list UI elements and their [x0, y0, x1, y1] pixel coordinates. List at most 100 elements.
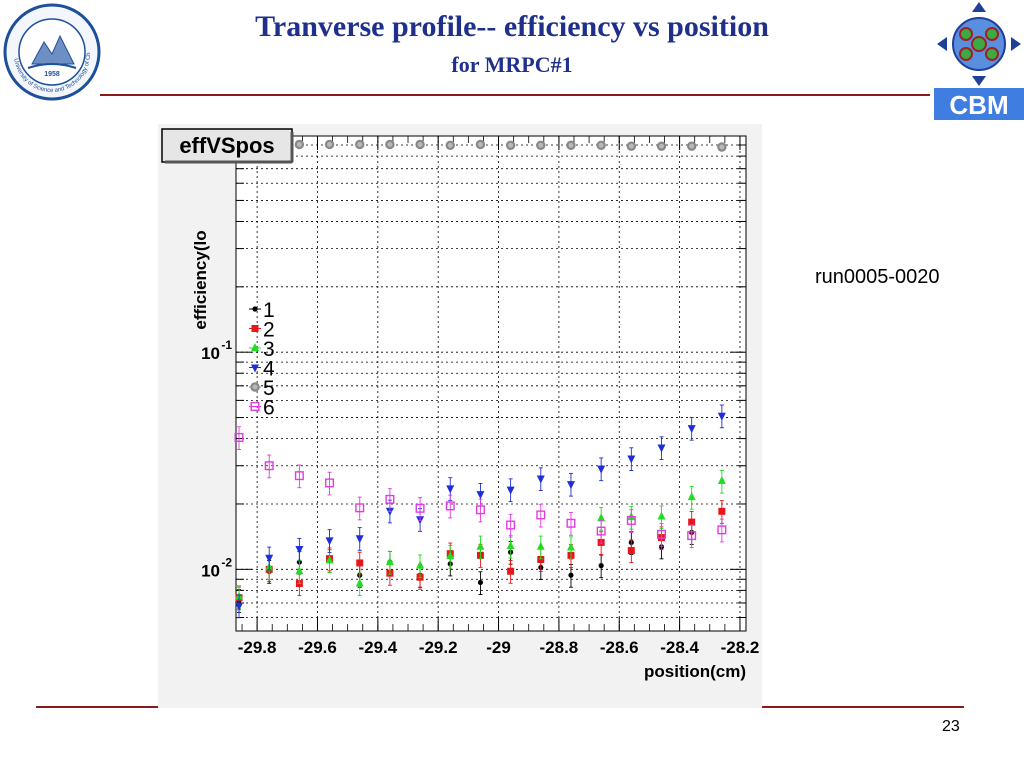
data-point-series-3	[476, 541, 485, 550]
x-tick-label: -28.4	[660, 638, 699, 657]
data-point-series-6	[355, 503, 365, 513]
data-point-series-5	[536, 140, 546, 151]
x-tick-label: -28.2	[721, 638, 760, 657]
data-point-series-3	[325, 555, 334, 564]
data-point-series-5	[324, 139, 335, 150]
data-point-series-6	[687, 531, 697, 541]
data-point-series-5	[626, 141, 637, 151]
legend-label: 4	[263, 358, 275, 381]
data-point-series-6	[626, 515, 636, 525]
data-point-series-3	[536, 541, 545, 550]
data-point-series-1	[477, 579, 484, 586]
chart-title: effVSpos	[179, 133, 274, 158]
data-point-series-4	[446, 485, 455, 494]
data-point-series-4	[506, 486, 515, 495]
y-tick-label: 10	[201, 344, 220, 363]
data-point-series-6	[294, 471, 304, 481]
footer-divider-right	[762, 706, 964, 708]
data-point-series-5	[596, 140, 606, 151]
data-point-series-1	[598, 563, 604, 569]
run-label: run0005-0020	[815, 266, 940, 288]
data-point-series-4	[566, 481, 575, 490]
data-point-series-2	[507, 567, 515, 575]
x-tick-label: -28.6	[600, 638, 639, 657]
data-point-series-2	[718, 507, 726, 515]
y-tick-label: 10	[201, 561, 220, 580]
data-point-series-4	[536, 475, 545, 484]
series-3	[235, 469, 726, 609]
data-point-series-3	[717, 476, 726, 485]
axis-ticks	[236, 136, 746, 631]
slide-title: Tranverse profile-- efficiency vs positi…	[255, 10, 769, 43]
data-point-series-4	[265, 554, 274, 563]
data-point-series-5	[445, 140, 455, 151]
data-point-series-3	[566, 542, 575, 551]
cbm-logo: CBM	[934, 0, 1024, 120]
x-tick-labels: -29.8 -29.6 -29.4 -29.2 -29 -28.8 -28.6 -28.4 -2…	[238, 638, 760, 657]
data-point-series-6	[234, 432, 244, 442]
footer-divider-left	[36, 706, 158, 708]
legend-label: 1	[263, 299, 275, 322]
title-divider	[100, 94, 930, 96]
data-point-series-3	[295, 566, 304, 575]
data-point-series-6	[475, 505, 485, 515]
data-point-series-5	[686, 141, 697, 151]
legend-label: 5	[263, 377, 275, 400]
y-tick-label-exponent: -1	[221, 338, 232, 352]
data-point-series-5	[566, 140, 576, 151]
x-tick-label: -29.2	[419, 638, 458, 657]
data-point-series-6	[264, 461, 274, 471]
data-point-series-5	[385, 139, 395, 150]
data-points	[234, 139, 727, 619]
x-tick-label: -28.8	[540, 638, 579, 657]
data-point-series-4	[476, 491, 485, 500]
data-point-series-6	[717, 525, 727, 535]
data-point-series-6	[325, 478, 335, 488]
x-tick-label: -29	[486, 638, 511, 657]
y-axis-label: efficiency(lo	[191, 230, 210, 329]
data-point-series-3	[446, 551, 455, 560]
data-point-series-5	[717, 142, 727, 152]
data-point-series-2	[627, 547, 635, 555]
data-point-series-5	[294, 139, 305, 150]
data-point-series-4	[235, 602, 244, 611]
cbm-logo-text: CBM	[949, 90, 1008, 120]
data-point-series-6	[536, 510, 546, 520]
data-point-series-1	[568, 572, 574, 578]
data-point-series-3	[385, 557, 394, 566]
data-point-series-6	[415, 503, 425, 513]
slide-subtitle: for MRPC#1	[451, 52, 573, 77]
legend-marker	[250, 402, 260, 412]
x-tick-label: -29.8	[238, 638, 277, 657]
data-point-series-3	[355, 578, 364, 587]
data-point-series-6	[506, 520, 516, 530]
data-point-series-2	[537, 555, 545, 563]
data-point-series-4	[597, 465, 606, 474]
legend-marker	[250, 382, 260, 392]
data-point-series-5	[415, 139, 425, 150]
data-point-series-4	[687, 425, 696, 434]
x-tick-label: -29.6	[298, 638, 337, 657]
data-point-series-5	[475, 139, 486, 150]
data-point-series-6	[657, 529, 667, 539]
y-tick-labels: 10-210-1	[201, 338, 232, 580]
university-seal-logo: University of Science and Technology of …	[2, 2, 101, 101]
data-point-series-5	[656, 141, 667, 151]
data-point-series-4	[717, 412, 726, 421]
data-point-series-3	[687, 492, 696, 501]
data-point-series-3	[657, 511, 666, 520]
data-point-series-6	[385, 494, 395, 504]
data-point-series-6	[566, 518, 576, 528]
data-point-series-6	[596, 526, 606, 536]
data-point-series-2	[688, 518, 696, 526]
data-point-series-4	[657, 444, 666, 453]
data-point-series-6	[445, 501, 455, 511]
data-point-series-3	[416, 560, 425, 569]
legend-marker	[251, 325, 259, 332]
seal-year: 1958	[44, 71, 60, 78]
data-point-series-4	[627, 455, 636, 464]
legend-label: 6	[263, 397, 275, 420]
legend-marker	[252, 306, 258, 312]
efficiency-chart: -29.8 -29.6 -29.4 -29.2 -29 -28.8 -28.6 -28.4 -2…	[158, 124, 762, 708]
